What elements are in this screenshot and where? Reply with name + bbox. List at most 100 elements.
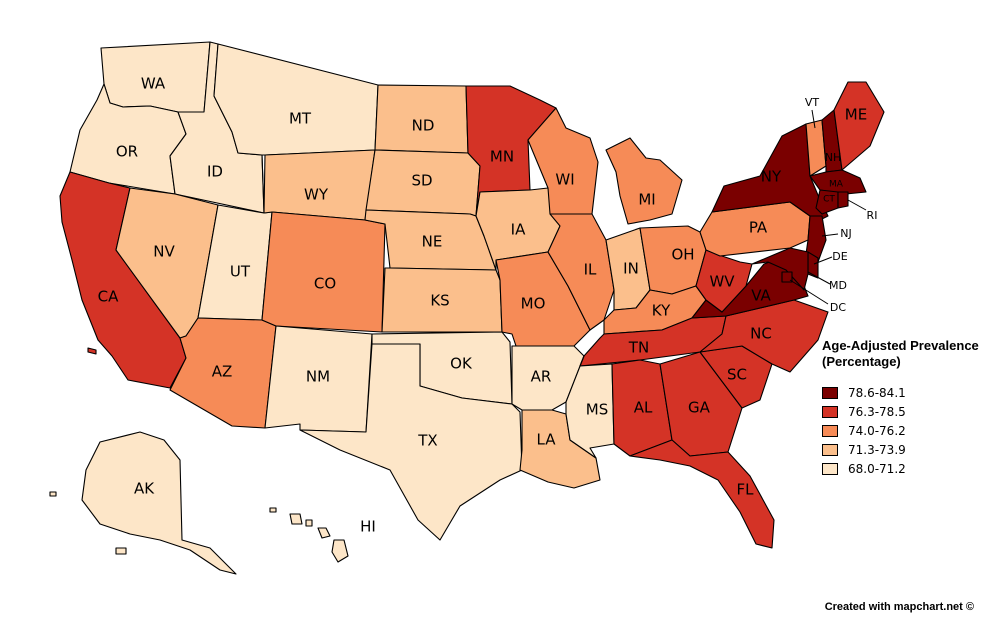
state-ak-shape[interactable]	[81, 431, 237, 575]
state-ms-shape[interactable]	[565, 355, 615, 459]
state-ga-label: GA	[688, 399, 711, 417]
state-me-label: ME	[845, 106, 867, 124]
legend-item: 74.0-76.2	[822, 421, 992, 440]
state-sc-label: SC	[727, 366, 747, 384]
state-nc-label: NC	[750, 325, 772, 343]
state-ne-label: NE	[422, 233, 443, 251]
state-ar-label: AR	[531, 368, 552, 386]
legend-item: 78.6-84.1	[822, 383, 992, 402]
legend-title: Age-Adjusted Prevalence (Percentage)	[822, 338, 992, 370]
state-ri-shape[interactable]	[837, 191, 849, 209]
island-shape-5	[115, 547, 127, 555]
state-dc-shape[interactable]	[781, 271, 793, 283]
state-co-shape[interactable]	[261, 211, 386, 333]
island-shape-2	[305, 519, 313, 527]
state-vt-label: VT	[805, 96, 820, 109]
state-dc-label: DC	[830, 301, 846, 314]
legend-swatch	[822, 424, 838, 437]
state-oh-label: OH	[671, 246, 694, 264]
state-wv-label: WV	[709, 273, 735, 291]
legend: Age-Adjusted Prevalence (Percentage) 78.…	[822, 338, 992, 478]
state-me-shape[interactable]	[833, 81, 885, 171]
state-ma-label: MA	[829, 180, 844, 190]
state-il-shape[interactable]	[547, 213, 615, 331]
legend-item: 68.0-71.2	[822, 459, 992, 478]
island-shape-4	[87, 347, 97, 355]
state-id-label: ID	[207, 163, 223, 181]
state-mt-label: MT	[289, 110, 312, 128]
legend-label: 68.0-71.2	[848, 461, 906, 476]
state-tx-shape[interactable]	[299, 343, 523, 541]
state-pa-label: PA	[749, 219, 768, 237]
state-vt-leader-line	[811, 109, 816, 129]
legend-swatch	[822, 405, 838, 418]
state-mt-shape[interactable]	[213, 43, 379, 156]
state-hi-label: HI	[360, 518, 376, 536]
state-ny-shape[interactable]	[711, 123, 829, 223]
state-or-label: OR	[116, 143, 138, 161]
state-ct-shape[interactable]	[815, 189, 839, 215]
legend-swatch	[822, 386, 838, 399]
state-ky-label: KY	[652, 302, 671, 320]
state-wy-label: WY	[304, 186, 329, 204]
state-nj-label: NJ	[840, 227, 851, 240]
state-de-label: DE	[832, 250, 847, 263]
state-ak-label: AK	[134, 480, 155, 498]
state-la-label: LA	[537, 431, 557, 449]
state-mi-shape[interactable]	[605, 137, 683, 225]
legend-title-line1: Age-Adjusted Prevalence	[822, 338, 979, 353]
state-de-leader-line	[813, 256, 833, 265]
island-shape-0	[317, 527, 331, 539]
state-md-leader-line	[807, 271, 831, 285]
state-al-label: AL	[634, 399, 653, 417]
state-ms-label: MS	[586, 401, 608, 419]
state-ok-label: OK	[450, 355, 473, 373]
legend-label: 78.6-84.1	[848, 385, 906, 400]
state-nj-leader-line	[821, 233, 839, 237]
island-shape-1	[331, 539, 349, 563]
legend-label: 74.0-76.2	[848, 423, 906, 438]
legend-swatch	[822, 443, 838, 456]
legend-item: 76.3-78.5	[822, 402, 992, 421]
state-nc-shape[interactable]	[699, 299, 829, 373]
state-az-label: AZ	[212, 363, 233, 381]
state-sd-label: SD	[411, 172, 432, 190]
state-ri-label: RI	[867, 209, 878, 222]
state-hi-shape[interactable]	[289, 513, 303, 525]
state-va-label: VA	[751, 287, 771, 305]
state-ny-label: NY	[761, 168, 782, 186]
state-tn-label: TN	[628, 339, 649, 357]
state-wi-shape[interactable]	[527, 107, 599, 215]
legend-swatch	[822, 462, 838, 475]
state-dc-leader-line	[789, 279, 829, 305]
legend-item: 71.3-73.9	[822, 440, 992, 459]
island-shape-6	[49, 491, 57, 497]
state-md-shape[interactable]	[751, 247, 809, 291]
state-fl-shape[interactable]	[629, 439, 775, 549]
credit-text: Created with mapchart.net ©	[824, 601, 974, 613]
state-md-label: MD	[829, 279, 847, 292]
state-ct-label: CT	[823, 195, 835, 205]
state-nm-label: NM	[306, 368, 330, 386]
state-nd-label: ND	[412, 117, 435, 135]
state-nh-label: NH	[825, 151, 842, 164]
state-wi-label: WI	[555, 171, 574, 189]
state-ks-label: KS	[430, 292, 449, 310]
state-ia-label: IA	[511, 221, 526, 239]
state-la-shape[interactable]	[519, 409, 601, 489]
state-ar-shape[interactable]	[511, 345, 585, 411]
state-wa-label: WA	[141, 75, 166, 93]
island-shape-3	[269, 507, 277, 513]
state-ri-leader-line	[847, 199, 867, 211]
state-co-label: CO	[314, 275, 336, 293]
legend-label: 76.3-78.5	[848, 404, 906, 419]
state-in-label: IN	[623, 260, 639, 278]
state-mo-label: MO	[521, 295, 546, 313]
legend-items: 78.6-84.1 76.3-78.5 74.0-76.2 71.3-73.9 68.0…	[822, 383, 992, 478]
state-fl-label: FL	[737, 481, 755, 499]
legend-title-line2: (Percentage)	[822, 354, 901, 369]
state-ut-label: UT	[230, 263, 251, 281]
state-ca-label: CA	[98, 288, 119, 306]
state-mi-label: MI	[638, 191, 655, 209]
